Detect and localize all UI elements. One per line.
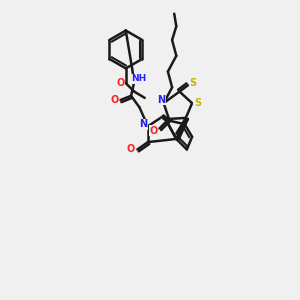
Text: S: S (194, 98, 201, 108)
Text: O: O (127, 145, 135, 154)
Text: NH: NH (131, 74, 146, 83)
Text: S: S (190, 78, 197, 88)
Text: N: N (140, 119, 148, 129)
Text: O: O (110, 95, 118, 105)
Text: O: O (116, 78, 125, 88)
Text: O: O (149, 125, 157, 136)
Text: N: N (158, 95, 166, 105)
